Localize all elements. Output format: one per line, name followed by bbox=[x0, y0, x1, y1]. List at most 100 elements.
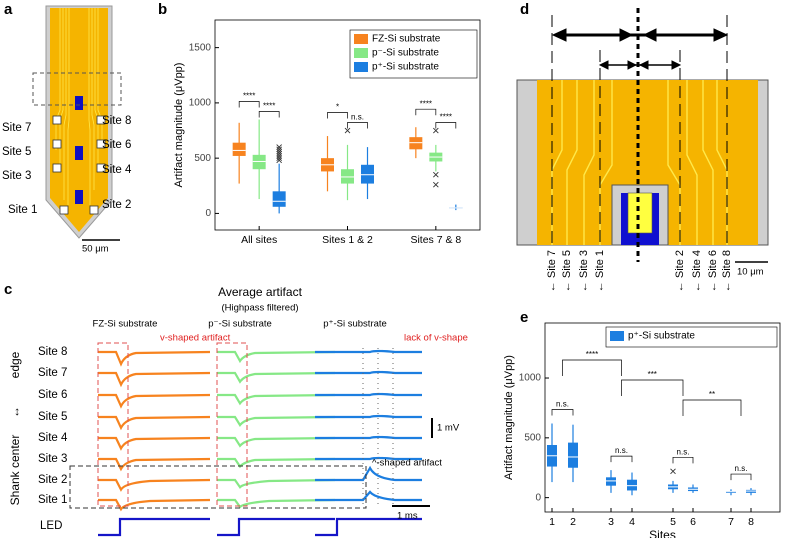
site-label: Site 6 bbox=[102, 139, 131, 151]
significance-label: **** bbox=[586, 350, 598, 359]
box bbox=[361, 164, 374, 184]
trace bbox=[98, 393, 211, 409]
significance-label: **** bbox=[263, 102, 275, 111]
site-label: Site 5 bbox=[2, 146, 31, 158]
led bbox=[75, 96, 83, 204]
site-label: ← Site 4 bbox=[691, 250, 703, 292]
site-label: Site 3 bbox=[2, 170, 31, 182]
significance-label: n.s. bbox=[735, 464, 748, 473]
y-axis-label: Artifact magnitude (μVpp) bbox=[503, 355, 515, 480]
x-tick-label: 5 bbox=[670, 516, 676, 528]
x-tick-label: 6 bbox=[690, 516, 696, 528]
panel-label: c bbox=[4, 281, 12, 298]
y-tick-label: 1000 bbox=[519, 373, 542, 384]
panel-label: e bbox=[520, 309, 528, 326]
panel-label: b bbox=[158, 1, 167, 18]
row-label: Site 8 bbox=[38, 346, 67, 358]
outlier bbox=[433, 171, 439, 178]
x-tick-label: 4 bbox=[629, 516, 635, 528]
outlier bbox=[433, 181, 439, 188]
outlier bbox=[276, 150, 282, 157]
outlier bbox=[276, 155, 282, 161]
box bbox=[627, 479, 637, 491]
legend-frame bbox=[605, 326, 778, 348]
legend-label: FZ-Si substrate bbox=[372, 34, 441, 45]
trace bbox=[315, 456, 422, 461]
significance-bracket bbox=[327, 112, 348, 119]
y-tick-label: 0 bbox=[535, 492, 541, 503]
significance-bracket bbox=[682, 399, 742, 416]
significance-label: ** bbox=[709, 390, 715, 399]
significance-bracket bbox=[610, 455, 633, 463]
trace bbox=[315, 349, 422, 354]
trace bbox=[315, 370, 422, 375]
site-label: Site 7 bbox=[2, 122, 31, 134]
y-tick-label: 1500 bbox=[189, 42, 212, 53]
outlier bbox=[670, 468, 676, 475]
site-label: ← Site 2 bbox=[674, 250, 686, 292]
box bbox=[568, 442, 578, 468]
significance-label: **** bbox=[420, 99, 432, 108]
x-tick-label: 2 bbox=[570, 516, 576, 528]
trace bbox=[315, 414, 422, 419]
significance-label: n.s. bbox=[615, 446, 628, 455]
outlier bbox=[276, 153, 282, 159]
site-lines bbox=[551, 15, 728, 245]
trace bbox=[217, 478, 336, 489]
annotation: v-shaped artifact bbox=[160, 333, 231, 344]
significance-bracket bbox=[672, 456, 694, 464]
x-tick-label: 1 bbox=[549, 516, 555, 528]
probe-drawing bbox=[32, 5, 122, 241]
distance-arrows bbox=[551, 28, 729, 70]
led-trace bbox=[217, 517, 335, 537]
led-top bbox=[627, 192, 653, 234]
traces-panel bbox=[69, 342, 433, 537]
cross-section bbox=[516, 8, 769, 263]
trace bbox=[217, 436, 336, 448]
significance-label: n.s. bbox=[351, 113, 364, 122]
trace bbox=[217, 350, 336, 364]
x-axis-label: Sites bbox=[649, 528, 676, 538]
row-label: Site 1 bbox=[38, 494, 67, 506]
legend-label: p⁻-Si substrate bbox=[372, 48, 439, 59]
trace bbox=[217, 415, 336, 428]
led-trace bbox=[315, 517, 422, 537]
legend-swatch bbox=[354, 34, 368, 44]
significance-label: * bbox=[336, 103, 339, 112]
column-label: p⁻-Si substrate bbox=[208, 319, 272, 330]
trace bbox=[315, 392, 422, 397]
trace bbox=[98, 478, 211, 492]
trace bbox=[217, 393, 336, 406]
scale-label: 50 μm bbox=[82, 244, 109, 255]
significance-label: *** bbox=[648, 370, 657, 379]
legend-swatch bbox=[610, 331, 624, 341]
significance-bracket bbox=[258, 111, 280, 118]
outlier bbox=[276, 157, 282, 164]
significance-label: **** bbox=[243, 92, 255, 101]
zoom-box bbox=[32, 72, 122, 106]
row-label: Site 7 bbox=[38, 367, 67, 379]
legend-swatch bbox=[354, 62, 368, 72]
probe-body bbox=[50, 8, 108, 232]
trace bbox=[98, 371, 211, 388]
subtitle: (Highpass filtered) bbox=[221, 303, 298, 314]
box bbox=[232, 142, 246, 156]
outlier bbox=[276, 146, 282, 153]
y-tick-label: 0 bbox=[205, 208, 211, 219]
significance-bracket bbox=[562, 359, 622, 376]
row-label: LED bbox=[40, 520, 62, 532]
y-tick-label: 500 bbox=[524, 432, 541, 443]
side-label: ↔ bbox=[8, 406, 22, 418]
trace bbox=[98, 350, 211, 367]
row-label: Site 5 bbox=[38, 411, 67, 423]
significance-label: **** bbox=[440, 113, 452, 122]
row-label: Site 2 bbox=[38, 474, 67, 486]
site-label: Site 4 bbox=[102, 164, 132, 176]
trace bbox=[98, 436, 211, 451]
box bbox=[606, 477, 616, 486]
y-tick-label: 500 bbox=[194, 153, 211, 164]
box bbox=[272, 191, 286, 207]
legend-label: p⁺-Si substrate bbox=[628, 331, 695, 342]
significance-label: n.s. bbox=[556, 400, 569, 409]
